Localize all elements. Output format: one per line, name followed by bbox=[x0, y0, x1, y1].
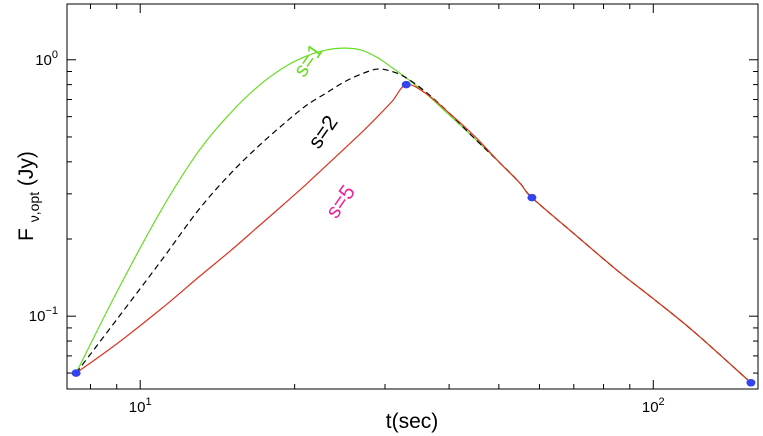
series-line-s-2 bbox=[75, 68, 752, 384]
series-line-s-1 bbox=[75, 47, 752, 384]
y-tick-label-base: 10 bbox=[29, 308, 46, 325]
series-line-s-5 bbox=[75, 83, 752, 384]
curves-group bbox=[75, 47, 752, 384]
data-marker bbox=[401, 80, 411, 89]
y-axis-title: F ν,opt (Jy) bbox=[15, 151, 44, 241]
curve-labels: s=1 s=2 s=5 bbox=[289, 40, 360, 223]
data-marker bbox=[746, 378, 756, 387]
curve-label-s-2: s=2 bbox=[304, 111, 343, 152]
curve-label-s-1: s=1 bbox=[289, 40, 328, 81]
tick-marks bbox=[67, 4, 758, 389]
x-tick-label-base: 10 bbox=[642, 399, 659, 416]
y-axis-title-unit: (Jy) bbox=[15, 151, 38, 186]
plot-frame bbox=[66, 3, 759, 390]
y-tick-label-base: 10 bbox=[35, 52, 52, 69]
data-marker bbox=[527, 193, 537, 202]
x-tick-label: 102 bbox=[642, 396, 665, 416]
curve-label-s-5: s=5 bbox=[322, 181, 361, 222]
x-axis-title: t(sec) bbox=[386, 410, 439, 433]
data-marker bbox=[71, 369, 81, 377]
markers-group bbox=[71, 80, 756, 387]
y-axis-title-main: F bbox=[15, 228, 38, 241]
y-axis-title-subscript: ν,opt bbox=[26, 192, 42, 222]
x-tick-label-exponent: 1 bbox=[145, 396, 151, 408]
x-tick-label-base: 10 bbox=[129, 399, 146, 416]
y-tick-label: 10−1 bbox=[29, 305, 58, 325]
y-tick-label-exponent: 0 bbox=[52, 49, 58, 61]
y-tick-label-exponent: −1 bbox=[45, 305, 58, 317]
x-tick-label-exponent: 2 bbox=[659, 396, 665, 408]
x-tick-label: 101 bbox=[129, 396, 152, 416]
y-tick-label: 100 bbox=[35, 49, 58, 69]
